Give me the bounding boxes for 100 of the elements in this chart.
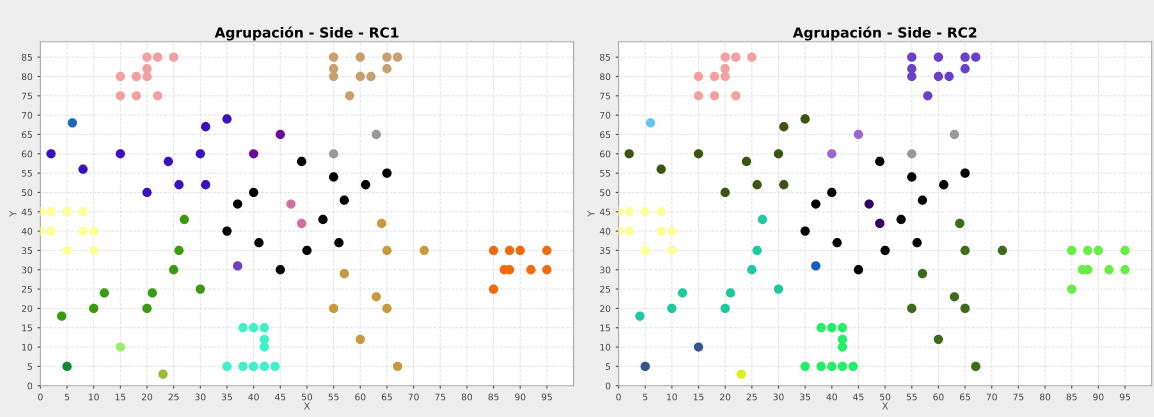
x-tick-label: 5 xyxy=(64,393,70,401)
point xyxy=(773,149,784,159)
point xyxy=(800,114,810,124)
point xyxy=(328,71,339,82)
point xyxy=(837,342,848,352)
point xyxy=(376,218,387,229)
point xyxy=(955,218,965,229)
x-tick-label: 70 xyxy=(408,393,419,401)
point xyxy=(640,245,650,256)
y-tick-label: 80 xyxy=(600,73,611,81)
point xyxy=(624,226,634,236)
point xyxy=(779,180,789,190)
point xyxy=(693,149,704,159)
point xyxy=(949,129,960,140)
y-tick-label: 85 xyxy=(600,53,611,61)
x-tick-label: 90 xyxy=(1093,393,1104,401)
point xyxy=(131,71,142,82)
point xyxy=(917,195,928,205)
point xyxy=(747,52,757,62)
point xyxy=(725,288,736,298)
point xyxy=(667,245,677,256)
y-axis-title: Y xyxy=(587,210,595,217)
x-tick-label: 0 xyxy=(616,393,621,401)
point xyxy=(142,52,152,62)
point xyxy=(328,149,339,159)
point xyxy=(640,361,650,372)
point xyxy=(709,91,720,101)
point xyxy=(827,361,837,372)
point xyxy=(318,214,328,225)
y-tick-label: 50 xyxy=(600,189,611,197)
point xyxy=(731,91,741,101)
x-tick-label: 75 xyxy=(1013,393,1024,401)
point xyxy=(656,164,666,174)
point xyxy=(640,207,650,217)
point xyxy=(907,172,917,182)
point xyxy=(515,245,525,256)
y-tick-label: 55 xyxy=(21,169,32,177)
point xyxy=(89,245,99,256)
x-tick-label: 0 xyxy=(38,393,43,401)
y-tick-label: 65 xyxy=(21,131,32,139)
point xyxy=(816,323,826,333)
point xyxy=(912,238,922,248)
point xyxy=(248,323,259,333)
point xyxy=(174,245,184,256)
point xyxy=(131,91,142,101)
y-tick-label: 5 xyxy=(27,363,32,370)
point xyxy=(853,129,864,140)
point xyxy=(392,52,403,62)
point xyxy=(677,288,688,298)
y-tick-label: 75 xyxy=(600,92,611,100)
y-tick-label: 50 xyxy=(21,189,33,197)
point xyxy=(693,91,704,101)
point xyxy=(933,52,944,62)
point xyxy=(907,71,917,82)
point xyxy=(99,288,110,298)
point xyxy=(169,52,179,62)
point xyxy=(949,292,960,302)
x-tick-label: 45 xyxy=(275,393,286,401)
point xyxy=(853,265,864,275)
point xyxy=(960,52,970,62)
point xyxy=(811,261,821,271)
point xyxy=(195,284,205,294)
point xyxy=(328,172,339,182)
point xyxy=(720,303,730,314)
point xyxy=(366,71,376,82)
point xyxy=(158,369,168,379)
point xyxy=(933,334,944,344)
y-tick-label: 40 xyxy=(21,227,33,235)
point xyxy=(1104,265,1114,275)
point xyxy=(254,238,264,248)
point xyxy=(259,342,269,352)
point xyxy=(153,91,163,101)
point xyxy=(46,149,56,159)
point xyxy=(907,303,917,314)
x-tick-label: 35 xyxy=(800,393,811,401)
point xyxy=(693,71,704,82)
y-tick-label: 40 xyxy=(599,227,611,235)
point xyxy=(656,226,666,236)
point xyxy=(837,334,848,344)
point xyxy=(286,199,296,209)
y-tick-label: 65 xyxy=(600,131,611,139)
point xyxy=(779,122,789,132)
point xyxy=(816,361,826,372)
point xyxy=(923,91,933,101)
point xyxy=(960,168,970,178)
point xyxy=(875,218,885,229)
point xyxy=(259,334,269,344)
x-tick-label: 50 xyxy=(301,393,313,401)
y-tick-label: 60 xyxy=(21,150,33,158)
point xyxy=(248,149,259,159)
point xyxy=(542,245,552,256)
point xyxy=(57,311,67,321)
y-tick-label: 70 xyxy=(600,111,611,119)
point xyxy=(275,265,285,275)
x-tick-label: 75 xyxy=(435,393,446,401)
point xyxy=(488,284,499,294)
point xyxy=(89,303,99,314)
point xyxy=(382,168,392,178)
point xyxy=(169,265,179,275)
point xyxy=(195,149,205,159)
